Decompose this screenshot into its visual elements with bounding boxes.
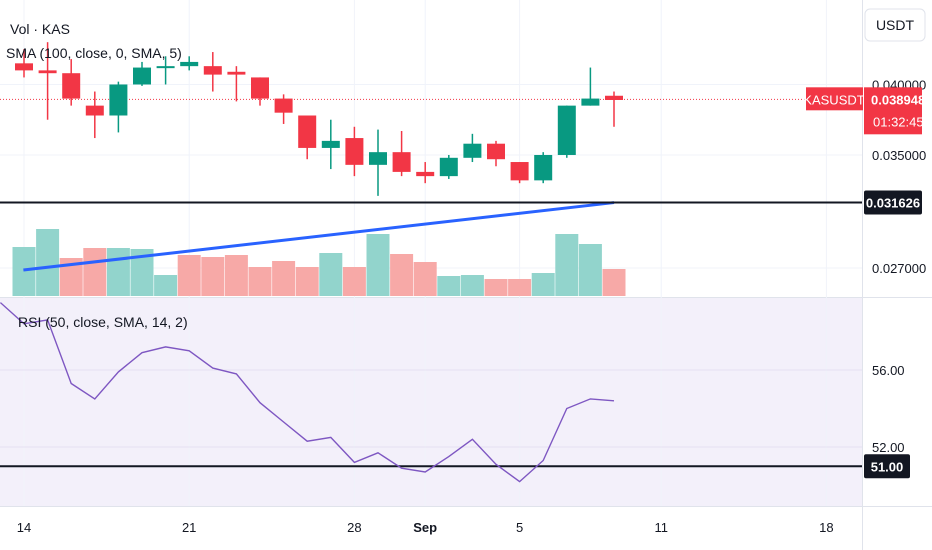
volume-bar bbox=[295, 267, 319, 296]
time-axis-labels: 14 21 28 Sep 5 11 18 bbox=[17, 520, 834, 535]
candle-body bbox=[416, 171, 435, 177]
volume-bar bbox=[508, 279, 532, 296]
time-axis-label: 21 bbox=[182, 520, 196, 535]
volume-bar bbox=[83, 248, 107, 296]
volume-bar bbox=[130, 249, 154, 296]
candles bbox=[15, 42, 623, 196]
volume-bar bbox=[272, 261, 296, 296]
volume-bar bbox=[484, 279, 508, 296]
rsi-panel-background bbox=[0, 298, 862, 506]
currency-button[interactable]: USDT bbox=[864, 8, 926, 42]
candle-body bbox=[62, 73, 81, 99]
volume-bar bbox=[12, 247, 36, 296]
candle-body bbox=[227, 71, 246, 75]
current-price-label: 0.038948 bbox=[871, 92, 925, 107]
volume-bar bbox=[177, 255, 201, 296]
price-axis-label: 0.027000 bbox=[872, 261, 926, 276]
current-price-tag: 0.038948 01:32:45 bbox=[864, 87, 925, 135]
candle-body bbox=[251, 77, 269, 99]
trendline[interactable] bbox=[23, 201, 615, 272]
time-axis-label: 28 bbox=[347, 520, 361, 535]
candle-body bbox=[274, 98, 293, 113]
volume-bar bbox=[224, 255, 248, 296]
candle-body bbox=[510, 162, 529, 181]
candle-body bbox=[15, 63, 33, 71]
volume-bar bbox=[555, 234, 579, 296]
volume-bar bbox=[531, 273, 555, 296]
candle-body bbox=[38, 70, 57, 74]
currency-button-label: USDT bbox=[876, 17, 915, 33]
candle-body bbox=[463, 143, 482, 158]
bar-countdown: 01:32:45 bbox=[873, 114, 924, 129]
candle-body bbox=[581, 98, 600, 106]
volume-bar bbox=[366, 234, 390, 296]
legend-rsi: RSI (50, close, SMA, 14, 2) bbox=[18, 314, 188, 330]
time-axis-label: 11 bbox=[654, 520, 668, 535]
candle-body bbox=[85, 105, 104, 116]
candle-body bbox=[557, 105, 576, 155]
time-axis-label: Sep bbox=[413, 520, 437, 535]
hline-rsi-tag: 51.00 bbox=[864, 454, 910, 479]
candle-body bbox=[109, 84, 128, 116]
volume-bar bbox=[413, 262, 437, 296]
candle-body bbox=[321, 140, 340, 148]
candle-body bbox=[369, 152, 387, 165]
volume-bar bbox=[460, 275, 484, 296]
legend-sma: SMA (100, close, 0, SMA, 5) bbox=[6, 45, 182, 61]
volume-bars bbox=[12, 229, 626, 296]
rsi-line bbox=[0, 302, 615, 483]
time-axis-label: 14 bbox=[17, 520, 31, 535]
candle-body bbox=[345, 138, 364, 165]
volume-bar bbox=[106, 248, 130, 296]
volume-bar bbox=[59, 258, 83, 296]
time-axis-label: 5 bbox=[516, 520, 523, 535]
candle-body bbox=[203, 66, 222, 75]
candle-body bbox=[298, 115, 317, 148]
candle-body bbox=[534, 154, 553, 181]
volume-bar bbox=[201, 257, 225, 296]
legend-volume: Vol · KAS bbox=[10, 21, 70, 37]
rsi-axis-label: 56.00 bbox=[872, 363, 905, 378]
trendline-layer bbox=[23, 201, 615, 272]
candle-body bbox=[439, 157, 458, 177]
grid-lines bbox=[0, 0, 862, 506]
hline-price-tag: 0.031626 bbox=[864, 190, 922, 215]
candle-body bbox=[180, 61, 199, 67]
volume-bar bbox=[437, 276, 461, 296]
price-axis-label: 0.035000 bbox=[872, 148, 926, 163]
volume-bar bbox=[248, 267, 272, 296]
candle-body bbox=[156, 66, 175, 69]
time-axis-label: 18 bbox=[819, 520, 833, 535]
volume-bar bbox=[319, 253, 343, 296]
candle-body bbox=[487, 143, 505, 160]
volume-bar bbox=[342, 267, 366, 296]
symbol-tag-label: KASUSDT bbox=[803, 92, 864, 107]
candle-body bbox=[605, 95, 623, 100]
volume-bar bbox=[154, 275, 178, 296]
volume-bar bbox=[390, 254, 414, 296]
hline-rsi-label: 51.00 bbox=[871, 459, 904, 474]
hline-price-label: 0.031626 bbox=[866, 196, 920, 211]
volume-bar bbox=[602, 269, 626, 296]
volume-bar bbox=[578, 244, 602, 296]
rsi-axis-label: 52.00 bbox=[872, 440, 905, 455]
symbol-tag: KASUSDT bbox=[803, 87, 865, 111]
volume-bar bbox=[36, 229, 60, 296]
candle-body bbox=[133, 67, 151, 85]
candle-body bbox=[392, 152, 411, 172]
